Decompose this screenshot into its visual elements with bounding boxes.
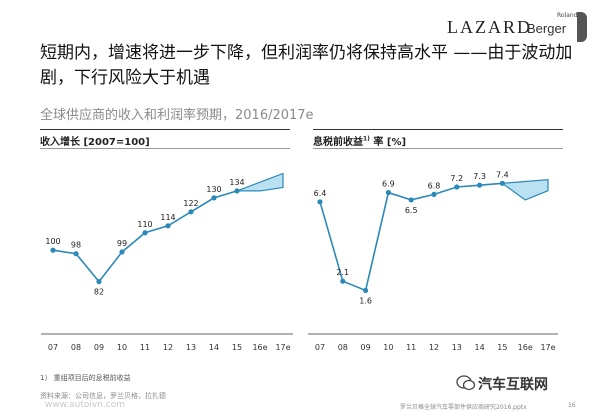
chart2-data-point [409, 197, 414, 202]
chart2-tick-label: 12 [429, 343, 439, 352]
chart1-data-point [234, 188, 239, 193]
chart2-data-point [454, 184, 459, 189]
chart1-data-point [188, 209, 193, 214]
charts-canvas: 07 08 09 10 11 12 13 14 15 16e 17e 100 98 82 99 110 114 1… [0, 0, 600, 415]
chart1-tick-label: 07 [48, 343, 58, 352]
chart2-tick-label: 17e [540, 343, 555, 352]
chart1-tick-label: 08 [71, 343, 81, 352]
chart2-tick-label: 11 [406, 343, 416, 352]
chart1-tick-label: 11 [140, 343, 150, 352]
chart1-tick-label: 13 [186, 343, 196, 352]
chart1-data-point [165, 223, 170, 228]
chart2-data-label: 7.3 [473, 172, 486, 181]
chart1-data-point [73, 251, 78, 256]
chart1-data-label: 130 [206, 185, 221, 194]
chart1-series-line [53, 191, 237, 282]
watermark-brand: 汽车互联网 [478, 374, 548, 394]
chart2-data-point [340, 279, 345, 284]
chart2-tick-label: 14 [475, 343, 485, 352]
chart2-tick-label: 16e [518, 343, 533, 352]
chart1-data-label: 82 [94, 288, 104, 297]
wechat-icon [456, 374, 476, 392]
chart2-tick-label: 15 [497, 343, 507, 352]
chart2-data-point [431, 192, 436, 197]
chart1-tick-label: 17e [275, 343, 290, 352]
chart2-data-point [477, 183, 482, 188]
chart1-tick-label: 16e [252, 343, 267, 352]
chart2-data-point [386, 190, 391, 195]
chart2-data-label: 1.6 [359, 296, 372, 305]
chart2-tick-label: 13 [452, 343, 462, 352]
chart2-data-label: 6.8 [428, 181, 441, 190]
watermark-url: www.autoivn.com [45, 400, 125, 410]
chart1-data-point [142, 230, 147, 235]
chart2-tick-label: 08 [338, 343, 348, 352]
footnote: 1） 重组项目后的息税前收益 [40, 373, 131, 383]
chart2-data-label: 2.1 [336, 268, 349, 277]
chart2-forecast-band [502, 180, 548, 200]
chart1-data-point [211, 195, 216, 200]
chart2-tick-label: 07 [315, 343, 325, 352]
chart2-data-label: 6.9 [382, 180, 395, 189]
chart2-data-label: 6.5 [405, 206, 418, 215]
chart1-tick-label: 14 [209, 343, 219, 352]
chart1-data-point [50, 248, 55, 253]
chart2-data-point [500, 181, 505, 186]
chart1-tick-label: 09 [94, 343, 104, 352]
chart1-data-label: 134 [229, 178, 244, 187]
chart1-tick-label: 15 [232, 343, 242, 352]
chart1-data-label: 98 [71, 241, 81, 250]
chart2-data-label: 6.4 [314, 189, 327, 198]
chart1-tick-label: 12 [163, 343, 173, 352]
chart1-tick-label: 10 [117, 343, 127, 352]
chart1-data-label: 114 [160, 213, 175, 222]
chart1-data-point [96, 279, 101, 284]
chart1-data-point [119, 249, 124, 254]
chart2-data-label: 7.4 [496, 170, 509, 179]
chart2-data-point [317, 199, 322, 204]
chart1-data-label: 100 [45, 237, 60, 246]
chart2-tick-label: 09 [361, 343, 371, 352]
chart2-data-point [363, 288, 368, 293]
chart1-data-label: 110 [137, 220, 152, 229]
page-number: 16 [568, 402, 576, 409]
chart2-tick-label: 10 [383, 343, 393, 352]
chart2-data-label: 7.2 [450, 174, 463, 183]
file-name: 罗兰贝格全球汽车零部件供应商研究2016.pptx [400, 402, 527, 411]
chart1-data-label: 122 [183, 199, 198, 208]
chart1-data-label: 99 [117, 239, 127, 248]
